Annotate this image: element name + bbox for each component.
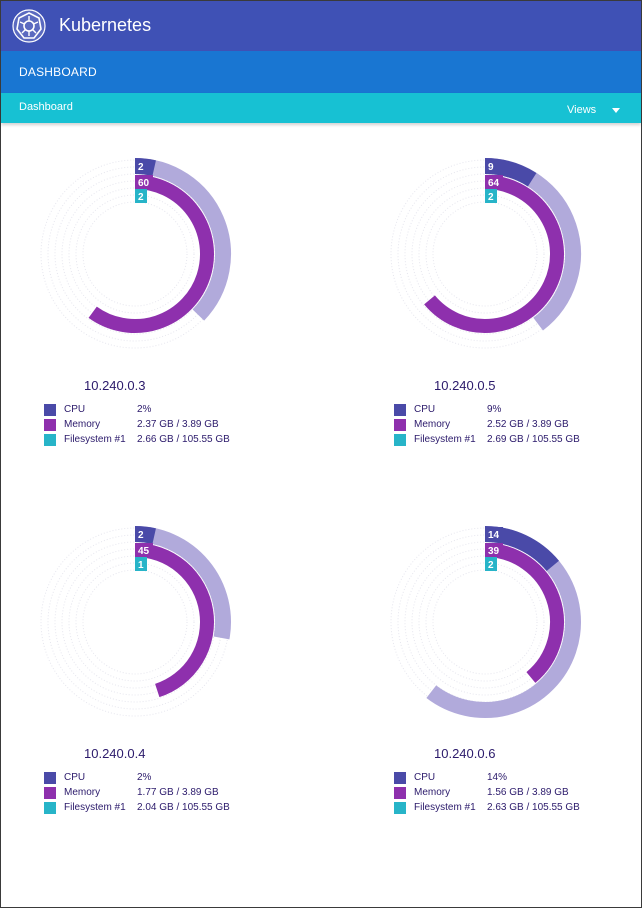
legend-swatch — [394, 787, 406, 799]
legend-label: Filesystem #1 — [64, 434, 126, 445]
legend-swatch — [394, 419, 406, 431]
svg-text:2: 2 — [138, 192, 144, 203]
nav-tab-dashboard[interactable]: DASHBOARD — [19, 65, 97, 79]
views-menu-button[interactable]: Views — [567, 104, 597, 116]
cpu-track-arc — [134, 526, 231, 640]
legend-label: CPU — [64, 404, 86, 415]
node-ip-title[interactable]: 10.240.0.4 — [84, 746, 146, 761]
legend-swatch — [44, 787, 56, 799]
svg-text:14: 14 — [488, 530, 500, 541]
gauge-background-ring — [425, 562, 545, 682]
legend-swatch — [394, 802, 406, 814]
legend-value: 1.77 GB / 3.89 GB — [137, 787, 219, 798]
filesystem-value-badge: 2 — [485, 557, 497, 571]
breadcrumb[interactable]: Dashboard — [19, 101, 73, 113]
mem-usage-arc — [424, 175, 564, 333]
gauge-background-ring — [404, 541, 566, 703]
legend-label: Memory — [64, 787, 101, 798]
node-card: 2 60 2 10.240.0.3 CPU 2% Memory 2.37 GB / 3.89 … — [30, 150, 340, 510]
usage-gauge: 9 64 2 — [390, 158, 581, 349]
gauge-background-ring — [82, 201, 188, 307]
legend-swatch — [44, 802, 56, 814]
legend-swatch — [44, 434, 56, 446]
node-ip-title[interactable]: 10.240.0.3 — [84, 378, 146, 393]
legend-value: 1.56 GB / 3.89 GB — [487, 787, 569, 798]
memory-value-badge: 60 — [135, 175, 153, 189]
svg-text:2: 2 — [488, 192, 494, 203]
legend-value: 2.66 GB / 105.55 GB — [137, 434, 230, 445]
node-ip-title[interactable]: 10.240.0.6 — [434, 746, 496, 761]
svg-text:1: 1 — [138, 560, 144, 571]
cpu-value-badge: 2 — [135, 159, 147, 173]
legend-value: 2.69 GB / 105.55 GB — [487, 434, 580, 445]
gauge-background-ring — [425, 194, 545, 314]
svg-text:2: 2 — [488, 560, 494, 571]
gauge-background-ring — [432, 201, 538, 307]
cpu-value-badge: 2 — [135, 527, 147, 541]
svg-text:45: 45 — [138, 546, 150, 557]
usage-gauge: 2 45 1 — [40, 526, 231, 717]
legend-swatch — [44, 772, 56, 784]
legend-label: Memory — [414, 419, 451, 430]
svg-text:2: 2 — [138, 162, 144, 173]
svg-text:2: 2 — [138, 530, 144, 541]
mem-usage-arc — [484, 543, 564, 683]
app-title: Kubernetes — [59, 15, 152, 35]
cpu-value-badge: 9 — [485, 159, 497, 173]
svg-text:9: 9 — [488, 162, 494, 173]
legend-label: CPU — [414, 772, 436, 783]
sub-toolbar: Dashboard Views — [1, 93, 641, 123]
legend-value: 2.63 GB / 105.55 GB — [487, 802, 580, 813]
legend-swatch — [394, 404, 406, 416]
legend-swatch — [394, 434, 406, 446]
legend-label: Filesystem #1 — [414, 434, 476, 445]
gauge-background-ring — [432, 569, 538, 675]
node-card: 14 39 2 10.240.0.6 CPU 14% Memory 1.56 GB / 3.8… — [380, 518, 642, 878]
svg-text:64: 64 — [488, 178, 500, 189]
legend-value: 14% — [487, 772, 508, 783]
gauge-background-ring — [404, 173, 566, 335]
usage-gauge: 2 60 2 — [40, 158, 231, 349]
legend-label: CPU — [414, 404, 436, 415]
legend-value: 2% — [137, 772, 152, 783]
gauge-background-ring — [75, 562, 195, 682]
node-card: 2 45 1 10.240.0.4 CPU 2% Memory 1.77 GB / 3.89 … — [30, 518, 340, 878]
gauge-background-ring — [75, 194, 195, 314]
chevron-down-icon[interactable] — [612, 108, 620, 113]
node-card: 9 64 2 10.240.0.5 CPU 9% Memory 2.52 GB / 3.89 … — [380, 150, 642, 510]
filesystem-value-badge: 2 — [485, 189, 497, 203]
cpu-value-badge: 14 — [485, 527, 503, 541]
legend-value: 2.04 GB / 105.55 GB — [137, 802, 230, 813]
legend-label: Memory — [64, 419, 101, 430]
top-app-bar: Kubernetes — [1, 1, 641, 51]
usage-gauge: 14 39 2 — [390, 526, 581, 718]
mem-usage-arc — [88, 175, 214, 333]
legend-label: Filesystem #1 — [64, 802, 126, 813]
mem-usage-arc — [134, 543, 215, 698]
svg-text:60: 60 — [138, 178, 150, 189]
nav-bar: DASHBOARD — [1, 51, 641, 93]
filesystem-value-badge: 2 — [135, 189, 147, 203]
legend-swatch — [44, 419, 56, 431]
legend-value: 2.37 GB / 3.89 GB — [137, 419, 219, 430]
legend-value: 2.52 GB / 3.89 GB — [487, 419, 569, 430]
gauge-background-ring — [54, 541, 216, 703]
svg-text:39: 39 — [488, 546, 500, 557]
memory-value-badge: 45 — [135, 543, 153, 557]
gauge-background-ring — [82, 569, 188, 675]
legend-label: Memory — [414, 787, 451, 798]
memory-value-badge: 39 — [485, 543, 503, 557]
memory-value-badge: 64 — [485, 175, 503, 189]
gauge-background-ring — [54, 173, 216, 335]
legend-swatch — [394, 772, 406, 784]
filesystem-value-badge: 1 — [135, 557, 147, 571]
legend-value: 9% — [487, 404, 502, 415]
kubernetes-logo-icon[interactable] — [12, 9, 46, 43]
cpu-track-arc — [134, 158, 231, 321]
node-ip-title[interactable]: 10.240.0.5 — [434, 378, 496, 393]
legend-label: Filesystem #1 — [414, 802, 476, 813]
legend-label: CPU — [64, 772, 86, 783]
legend-swatch — [44, 404, 56, 416]
legend-value: 2% — [137, 404, 152, 415]
